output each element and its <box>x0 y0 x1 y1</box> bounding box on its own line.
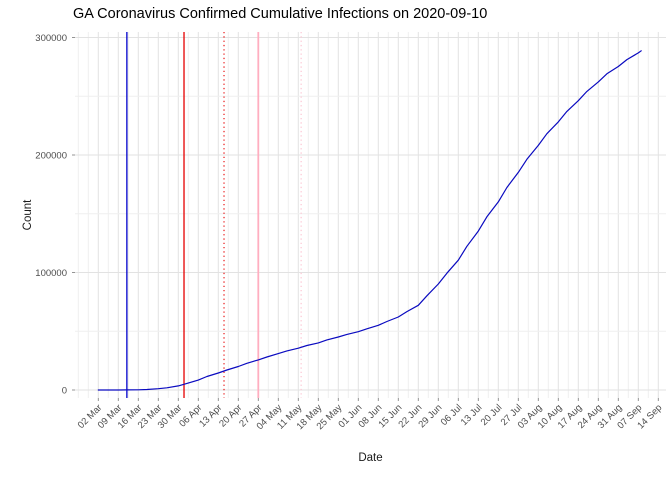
y-tick-label: 100000 <box>35 268 67 279</box>
x-axis-title: Date <box>358 452 383 464</box>
y-tick-label: 0 <box>62 386 67 397</box>
series-line-cumulative-confirmed-infections <box>97 50 642 391</box>
x-tick-label: 13 Jul <box>459 402 485 428</box>
y-tick-label: 200000 <box>35 151 67 162</box>
y-axis-title: Count <box>22 199 34 231</box>
chart-title: GA Coronavirus Confirmed Cumulative Infe… <box>73 6 488 22</box>
x-tick-label: 06 Jul <box>439 402 465 428</box>
y-tick-label: 300000 <box>35 33 67 44</box>
x-tick-label: 20 Jul <box>479 402 505 428</box>
